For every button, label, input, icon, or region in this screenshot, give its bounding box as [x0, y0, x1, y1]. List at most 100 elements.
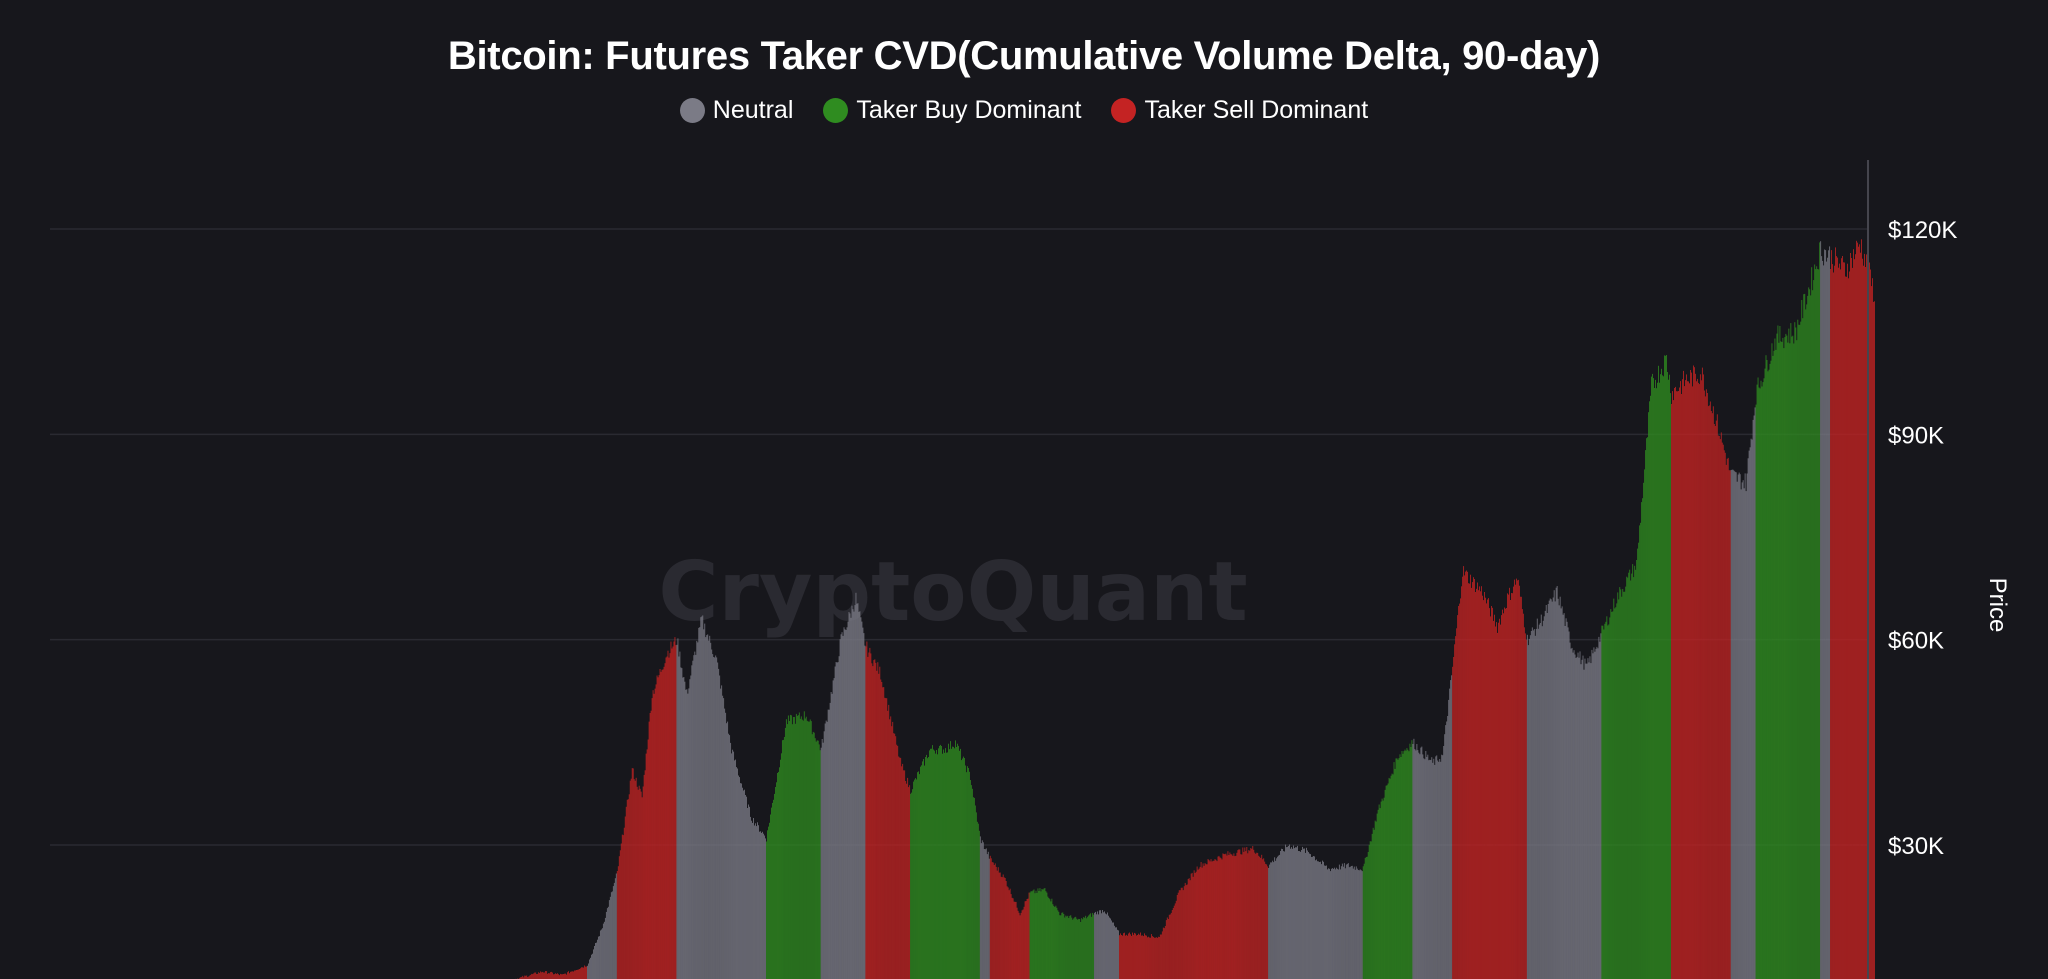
price-bar	[1717, 435, 1719, 979]
price-bar	[994, 863, 996, 979]
price-bar	[1316, 859, 1317, 979]
price-bar	[528, 976, 530, 979]
price-bar	[1003, 877, 1005, 979]
price-bar	[951, 748, 952, 979]
price-bar	[1803, 294, 1805, 979]
price-bar	[1363, 863, 1365, 979]
price-bar	[1645, 450, 1647, 979]
price-bar	[699, 627, 701, 979]
price-bar	[1269, 864, 1271, 979]
price-bar	[896, 744, 898, 979]
price-bar	[613, 882, 615, 979]
price-bar	[1084, 917, 1086, 979]
price-bar	[1000, 876, 1002, 979]
price-bar	[1239, 849, 1241, 979]
price-bar	[1802, 318, 1804, 979]
price-bar	[1005, 881, 1007, 979]
price-bar	[1266, 864, 1268, 979]
price-bar	[1631, 573, 1633, 979]
price-bar	[585, 966, 586, 979]
price-bar	[1721, 442, 1723, 979]
price-bar	[1497, 632, 1498, 979]
price-bar	[1135, 933, 1136, 979]
price-bar	[1124, 932, 1125, 979]
price-bar	[871, 663, 873, 979]
price-bar	[1252, 846, 1254, 979]
price-bar	[563, 974, 564, 979]
price-bar	[1364, 858, 1366, 979]
price-bar	[722, 695, 724, 979]
price-bar	[1595, 648, 1597, 979]
price-bar	[1547, 604, 1549, 979]
legend-item-sell[interactable]: Taker Sell Dominant	[1111, 96, 1368, 125]
price-bar	[976, 821, 978, 979]
price-bar	[1272, 860, 1274, 979]
price-bar	[1695, 381, 1697, 979]
price-bar	[670, 641, 672, 979]
price-bar	[642, 786, 644, 979]
price-bar	[1694, 373, 1696, 979]
price-bar	[1800, 321, 1802, 979]
legend-dot-icon	[823, 98, 849, 123]
price-bar	[658, 675, 660, 979]
price-bar	[1513, 579, 1515, 979]
price-bar	[1392, 774, 1394, 979]
price-bar	[1169, 914, 1171, 979]
price-bar	[1676, 391, 1677, 979]
price-bar	[636, 786, 638, 979]
price-bar	[1370, 841, 1372, 979]
price-bar	[1458, 606, 1460, 979]
price-bar	[546, 971, 548, 979]
price-bar	[707, 634, 709, 979]
price-bar	[1284, 851, 1286, 979]
price-bar	[1670, 393, 1671, 979]
price-bar	[531, 973, 533, 979]
price-bar	[1194, 873, 1196, 979]
price-bar	[1277, 856, 1279, 979]
price-bar	[1076, 918, 1078, 979]
price-bar	[1048, 898, 1050, 979]
price-bar	[778, 771, 779, 979]
price-bar	[756, 826, 757, 979]
price-bar	[551, 971, 553, 979]
price-bar	[1599, 641, 1601, 979]
price-bar	[1658, 365, 1659, 979]
price-bar	[1622, 589, 1624, 979]
price-bar	[1082, 919, 1084, 979]
price-bar	[1819, 242, 1821, 979]
price-bar	[815, 741, 817, 979]
price-bar	[539, 973, 541, 979]
price-bar	[1640, 522, 1642, 979]
price-bar	[963, 758, 965, 979]
price-bar	[975, 812, 977, 979]
price-bar	[849, 613, 851, 979]
price-bar	[1592, 653, 1594, 979]
price-bar	[641, 797, 643, 979]
legend-item-neutral[interactable]: Neutral	[679, 96, 793, 125]
price-bar	[873, 660, 875, 979]
price-bar	[783, 737, 785, 979]
price-bar	[1825, 250, 1827, 979]
price-bar	[1858, 246, 1859, 979]
price-bar	[608, 900, 610, 979]
chart-title: Bitcoin: Futures Taker CVD(Cumulative Vo…	[447, 34, 1601, 78]
price-bar	[1464, 575, 1466, 979]
price-bar	[1089, 914, 1091, 979]
price-bar	[1437, 760, 1439, 979]
price-bar	[881, 682, 883, 979]
price-bar	[884, 697, 886, 979]
price-bar	[1443, 746, 1445, 979]
price-bar	[1801, 300, 1803, 979]
price-bar	[661, 669, 663, 979]
price-bar	[1794, 322, 1796, 979]
price-bar	[898, 756, 900, 979]
price-bar	[996, 870, 998, 979]
price-bar	[1165, 920, 1167, 979]
price-bar	[920, 766, 921, 979]
price-bar	[1121, 935, 1122, 979]
legend-item-buy[interactable]: Taker Buy Dominant	[823, 96, 1081, 125]
price-bar	[1229, 852, 1231, 979]
price-bar	[1143, 936, 1144, 979]
price-bar	[1092, 912, 1094, 979]
price-bar	[1086, 918, 1088, 979]
